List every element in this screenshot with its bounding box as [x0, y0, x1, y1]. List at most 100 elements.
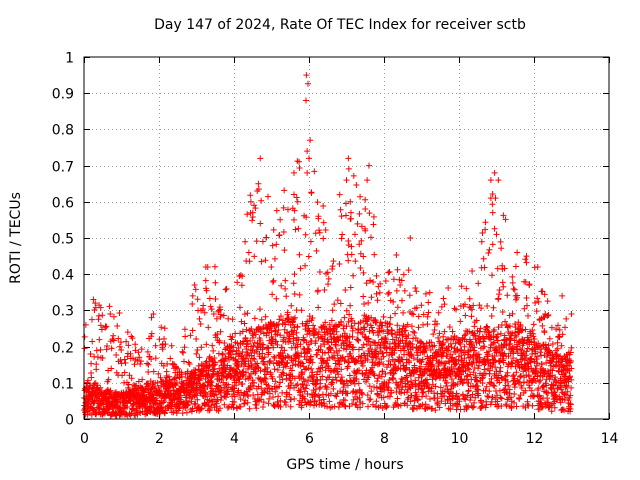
- data-point: [435, 334, 442, 341]
- data-point: [445, 285, 452, 292]
- data-point: [281, 187, 288, 194]
- data-point: [243, 337, 250, 344]
- data-point: [469, 361, 476, 368]
- data-point: [254, 187, 261, 194]
- data-point: [116, 343, 123, 350]
- data-point: [257, 337, 264, 344]
- data-point: [436, 330, 443, 337]
- data-point: [244, 399, 251, 406]
- y-tick-label: 0.3: [52, 304, 74, 320]
- data-point: [472, 336, 479, 343]
- data-point: [321, 349, 328, 356]
- data-point: [568, 384, 575, 391]
- data-point: [295, 336, 302, 343]
- data-point: [329, 307, 336, 314]
- data-point: [341, 358, 348, 365]
- data-point: [187, 332, 194, 339]
- data-point: [341, 330, 348, 337]
- data-point: [526, 382, 533, 389]
- data-point: [436, 367, 443, 374]
- data-point: [406, 359, 413, 366]
- data-point: [568, 376, 575, 383]
- data-point: [115, 335, 122, 342]
- data-point: [452, 361, 459, 368]
- data-point: [347, 350, 354, 357]
- data-point: [543, 382, 550, 389]
- data-point: [537, 349, 544, 356]
- data-point: [246, 258, 253, 265]
- data-point: [380, 313, 387, 320]
- data-point: [385, 357, 392, 364]
- data-point: [316, 268, 323, 275]
- data-point: [297, 341, 304, 348]
- data-point: [394, 322, 401, 329]
- data-point: [347, 215, 354, 222]
- data-point: [212, 295, 219, 302]
- data-point: [366, 383, 373, 390]
- data-point: [221, 401, 228, 408]
- data-point: [464, 372, 471, 379]
- data-point: [535, 298, 542, 305]
- data-point: [119, 372, 126, 379]
- data-point: [205, 367, 212, 374]
- data-point: [365, 403, 372, 410]
- data-point: [303, 72, 310, 79]
- data-point: [371, 362, 378, 369]
- data-point: [106, 303, 113, 310]
- data-point: [360, 293, 367, 300]
- data-point: [535, 385, 542, 392]
- data-point: [157, 382, 164, 389]
- data-point: [479, 230, 486, 237]
- data-point: [486, 388, 493, 395]
- data-point: [107, 387, 114, 394]
- data-point: [512, 321, 519, 328]
- data-point: [363, 280, 370, 287]
- data-point: [360, 253, 367, 260]
- data-point: [411, 329, 418, 336]
- data-point: [157, 400, 164, 407]
- data-point: [498, 375, 505, 382]
- data-point: [355, 346, 362, 353]
- data-point: [257, 155, 264, 162]
- data-point: [523, 355, 530, 362]
- data-point: [371, 384, 378, 391]
- data-point: [106, 406, 113, 413]
- data-point: [567, 349, 574, 356]
- data-point: [260, 399, 267, 406]
- data-point: [330, 258, 337, 265]
- data-point: [507, 323, 514, 330]
- data-point: [398, 277, 405, 284]
- data-point: [315, 213, 322, 220]
- data-point: [340, 384, 347, 391]
- data-point: [499, 308, 506, 315]
- data-point: [337, 300, 344, 307]
- data-point: [178, 398, 185, 405]
- data-point: [228, 364, 235, 371]
- data-point: [469, 267, 476, 274]
- data-point: [299, 360, 306, 367]
- data-point: [223, 285, 230, 292]
- data-point: [431, 390, 438, 397]
- data-point: [168, 403, 175, 410]
- data-point: [317, 376, 324, 383]
- data-point: [130, 406, 137, 413]
- data-point: [549, 355, 556, 362]
- data-point: [93, 347, 100, 354]
- data-point: [322, 319, 329, 326]
- data-point: [466, 328, 473, 335]
- data-point: [347, 341, 354, 348]
- data-point: [246, 405, 253, 412]
- data-point: [311, 330, 318, 337]
- data-point: [491, 225, 498, 232]
- data-point: [283, 293, 290, 300]
- data-point: [402, 365, 409, 372]
- data-point: [279, 355, 286, 362]
- data-point: [180, 349, 187, 356]
- data-point: [401, 287, 408, 294]
- data-point: [489, 241, 496, 248]
- data-point: [343, 200, 350, 207]
- data-point: [524, 312, 531, 319]
- data-point: [509, 279, 516, 286]
- data-point: [479, 379, 486, 386]
- data-point: [513, 369, 520, 376]
